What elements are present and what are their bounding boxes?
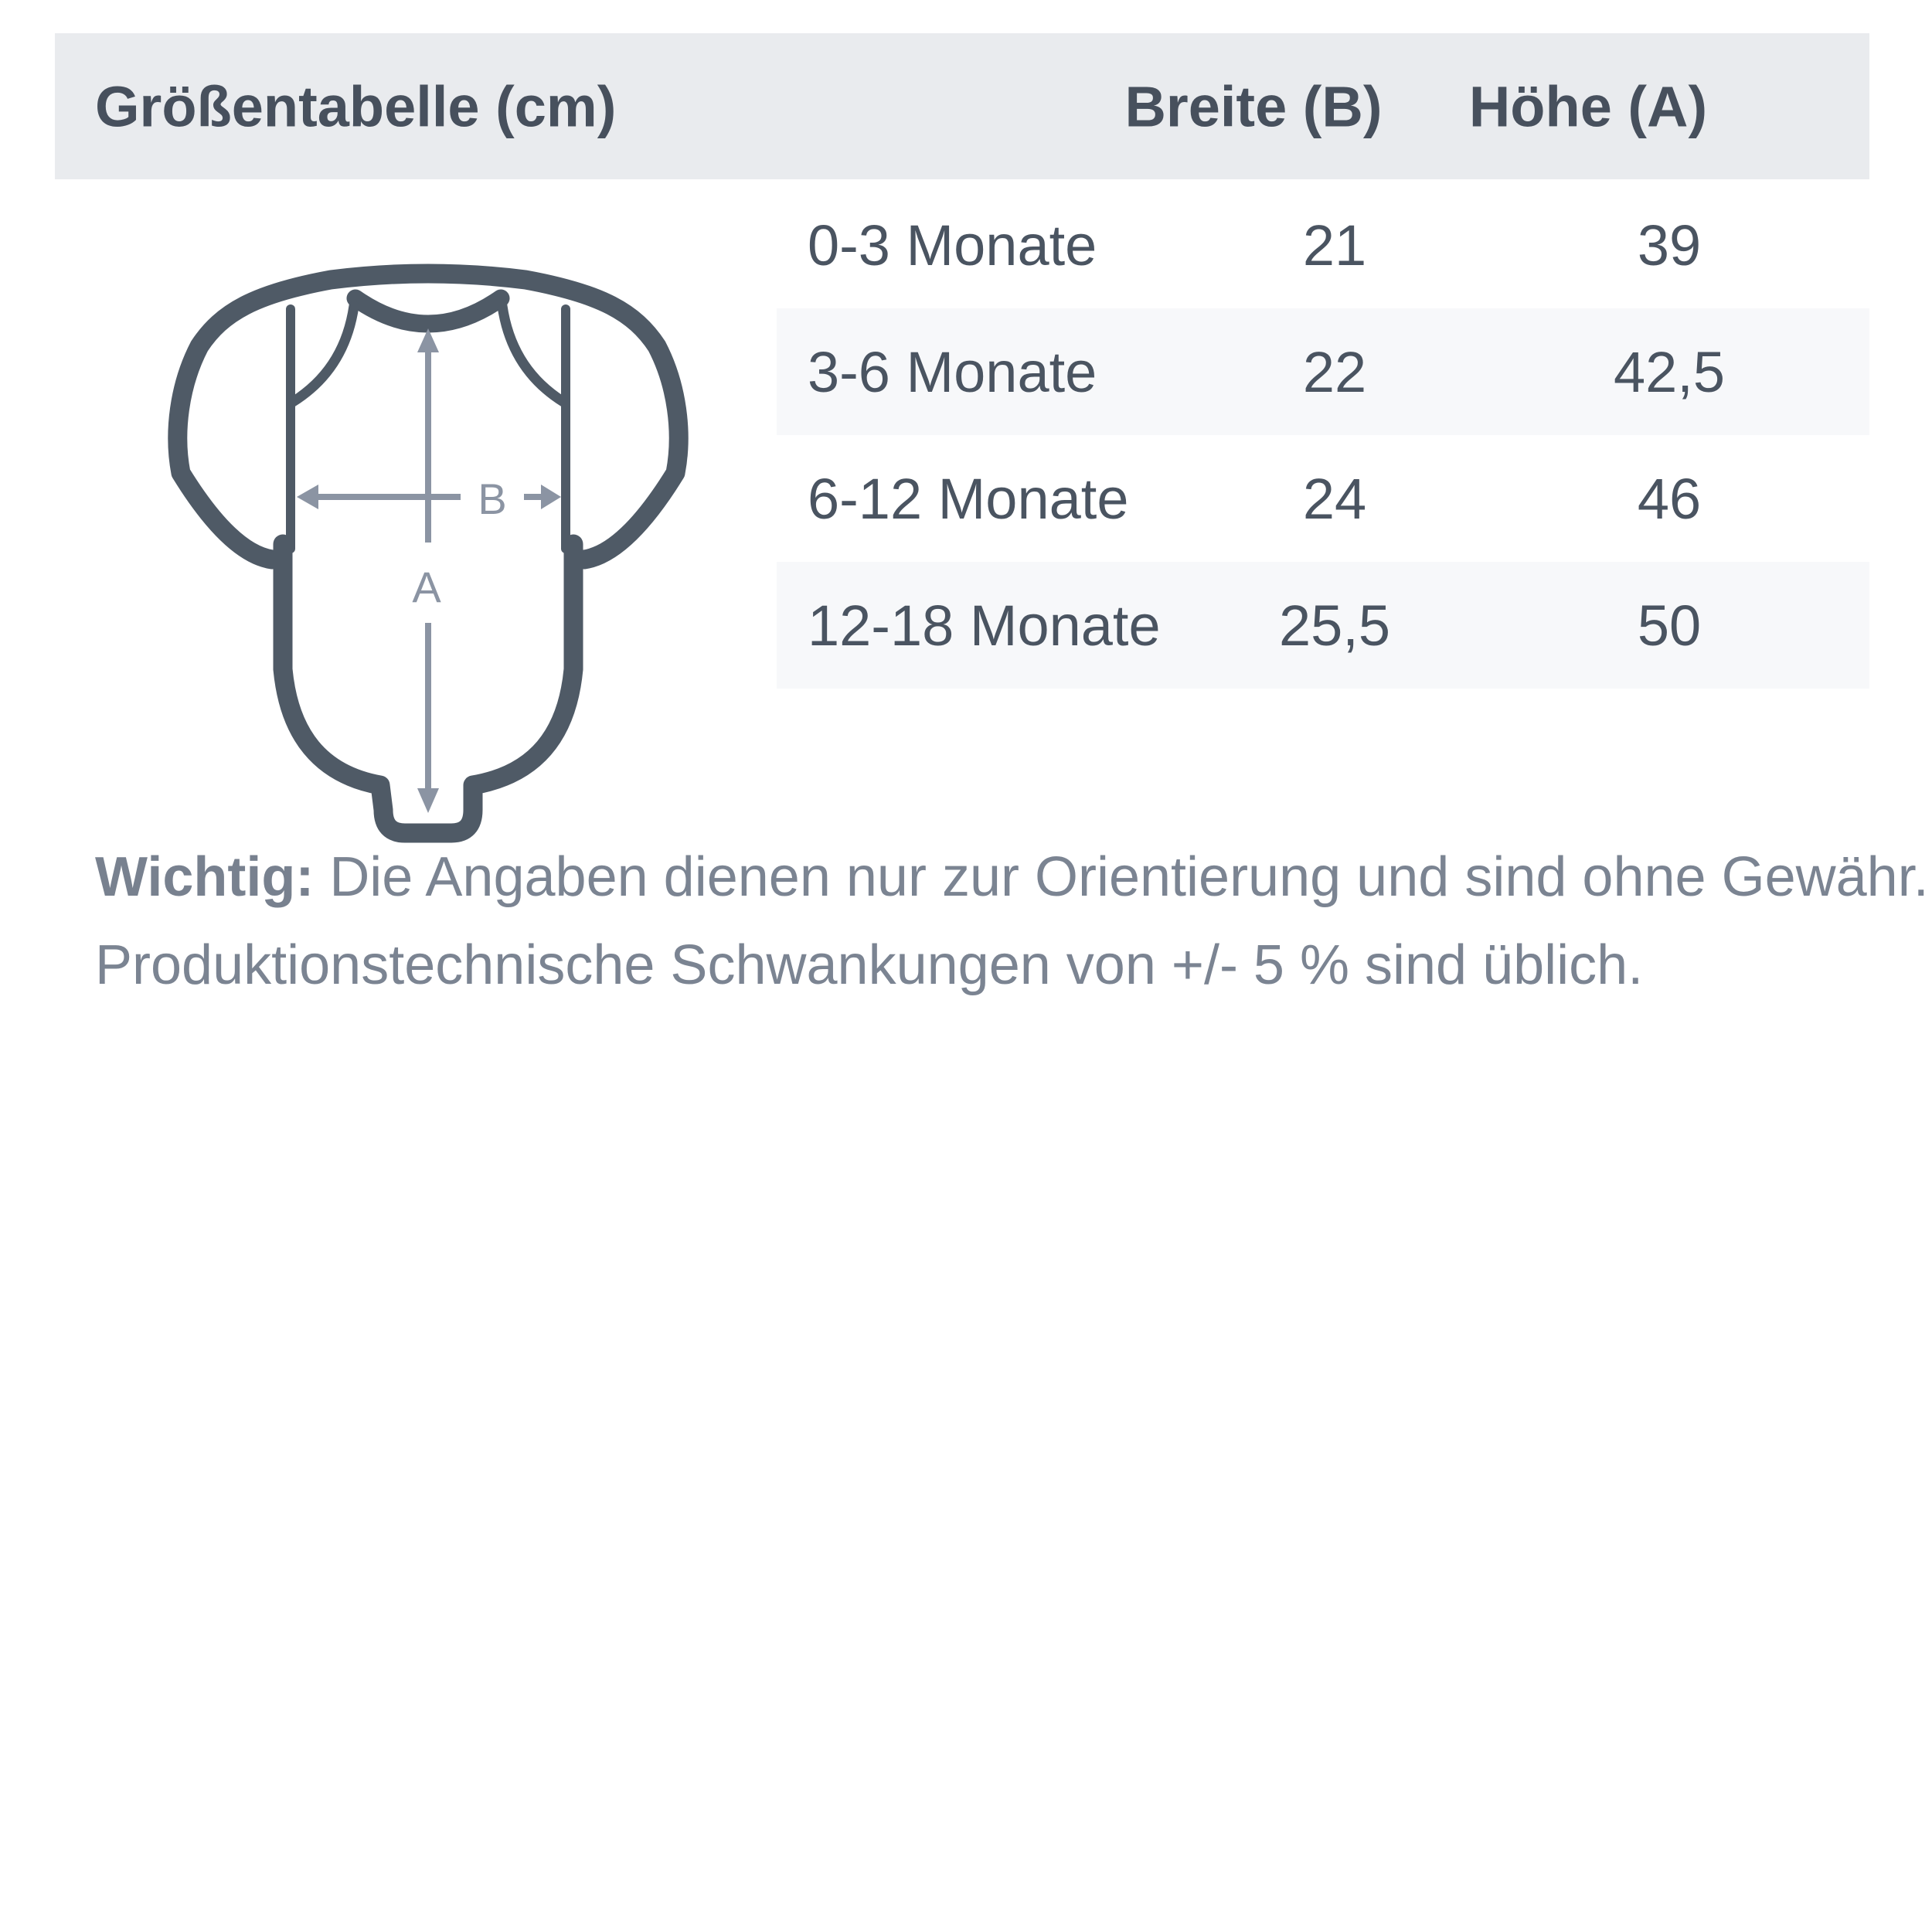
size-label-cell: 3-6 Monate [808, 339, 1097, 404]
size-table-row: 6-12 Monate 24 46 [777, 435, 1869, 562]
disclaimer-line-1: Wichtig: Die Angaben dienen nur zur Orie… [95, 846, 1929, 908]
width-value-cell: 22 [1302, 339, 1367, 404]
height-value-cell: 39 [1637, 213, 1702, 277]
column-header-height: Höhe (A) [1468, 74, 1708, 138]
disclaimer-line-2: Produktionstechnische Schwankungen von +… [95, 934, 1644, 996]
width-value-cell: 21 [1302, 213, 1367, 277]
width-value-cell: 25,5 [1278, 593, 1391, 658]
disclaimer-lead: Wichtig: [95, 846, 315, 908]
column-header-width: Breite (B) [1124, 74, 1383, 138]
table-header-band: Größentabelle (cm) Breite (B) Höhe (A) [55, 33, 1869, 179]
height-value-cell: 50 [1637, 593, 1702, 658]
width-arrow [297, 485, 561, 509]
size-label-cell: 0-3 Monate [808, 213, 1097, 277]
bodysuit-outline-icon: A B [168, 264, 689, 843]
table-title: Größentabelle (cm) [95, 74, 617, 138]
size-label-cell: 12-18 Monate [808, 593, 1161, 658]
disclaimer-note: Wichtig: Die Angaben dienen nur zur Orie… [95, 833, 1929, 1009]
bodysuit-diagram: A B [147, 247, 711, 858]
size-table-row: 12-18 Monate 25,5 50 [777, 562, 1869, 689]
size-table-row: 3-6 Monate 22 42,5 [777, 308, 1869, 435]
height-arrow [417, 328, 439, 813]
height-value-cell: 46 [1637, 466, 1702, 531]
size-label-cell: 6-12 Monate [808, 466, 1129, 531]
height-arrow-label: A [412, 563, 441, 611]
size-table: 0-3 Monate 21 39 3-6 Monate 22 42,5 6-12… [777, 182, 1869, 689]
width-arrow-label: B [478, 474, 506, 523]
height-value-cell: 42,5 [1613, 339, 1726, 404]
width-value-cell: 24 [1302, 466, 1367, 531]
size-table-row: 0-3 Monate 21 39 [777, 182, 1869, 308]
